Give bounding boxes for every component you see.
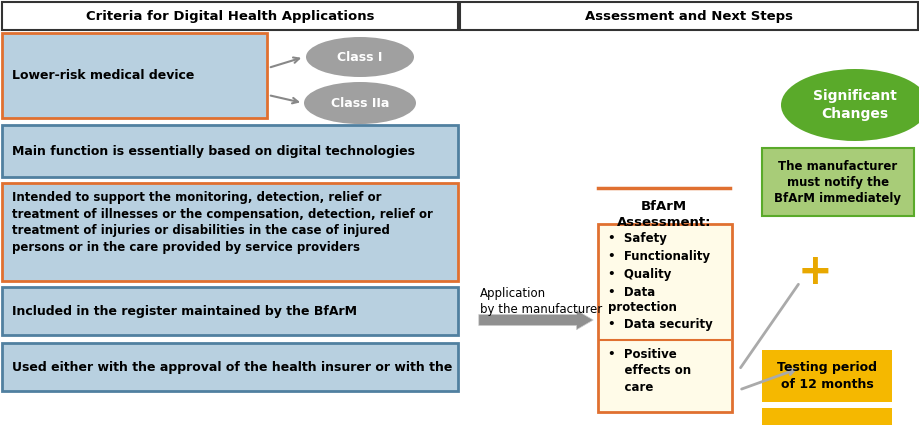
FancyBboxPatch shape bbox=[2, 33, 267, 118]
Text: Intended to support the monitoring, detection, relief or
treatment of illnesses : Intended to support the monitoring, dete… bbox=[12, 191, 433, 253]
Ellipse shape bbox=[780, 69, 919, 141]
Text: +: + bbox=[797, 251, 832, 293]
Text: Criteria for Digital Health Applications: Criteria for Digital Health Applications bbox=[85, 9, 374, 23]
Text: Application
by the manufacturer: Application by the manufacturer bbox=[480, 287, 602, 317]
Ellipse shape bbox=[303, 82, 415, 124]
Text: Main function is essentially based on digital technologies: Main function is essentially based on di… bbox=[12, 144, 414, 158]
FancyBboxPatch shape bbox=[761, 350, 891, 402]
Text: Assessment and Next Steps: Assessment and Next Steps bbox=[584, 9, 792, 23]
FancyBboxPatch shape bbox=[2, 183, 458, 281]
Text: The manufacturer
must notify the
BfArM immediately: The manufacturer must notify the BfArM i… bbox=[774, 159, 901, 204]
Text: Lower-risk medical device: Lower-risk medical device bbox=[12, 69, 194, 82]
Text: •  Safety: • Safety bbox=[607, 232, 666, 245]
Text: Testing period
of 12 months: Testing period of 12 months bbox=[777, 362, 876, 391]
FancyBboxPatch shape bbox=[2, 2, 458, 30]
Text: Class IIa: Class IIa bbox=[331, 96, 389, 110]
FancyBboxPatch shape bbox=[761, 408, 891, 425]
FancyArrowPatch shape bbox=[478, 310, 593, 330]
Text: •  Data security: • Data security bbox=[607, 318, 712, 331]
FancyBboxPatch shape bbox=[2, 343, 458, 391]
Text: Class I: Class I bbox=[337, 51, 382, 63]
Text: Included in the register maintained by the BfArM: Included in the register maintained by t… bbox=[12, 304, 357, 317]
Text: •  Positive
    effects on
    care: • Positive effects on care bbox=[607, 348, 690, 394]
FancyBboxPatch shape bbox=[2, 125, 458, 177]
Ellipse shape bbox=[306, 37, 414, 77]
FancyBboxPatch shape bbox=[761, 148, 913, 216]
FancyBboxPatch shape bbox=[597, 224, 732, 412]
Text: BfArM
Assessment:: BfArM Assessment: bbox=[616, 200, 710, 229]
Text: •  Quality: • Quality bbox=[607, 268, 671, 281]
Text: •  Data
protection: • Data protection bbox=[607, 286, 676, 314]
Text: Used either with the approval of the health insurer or with the: Used either with the approval of the hea… bbox=[12, 360, 452, 374]
Text: Significant
Changes: Significant Changes bbox=[812, 89, 896, 121]
FancyBboxPatch shape bbox=[460, 2, 917, 30]
Text: •  Functionality: • Functionality bbox=[607, 250, 709, 263]
FancyBboxPatch shape bbox=[2, 287, 458, 335]
